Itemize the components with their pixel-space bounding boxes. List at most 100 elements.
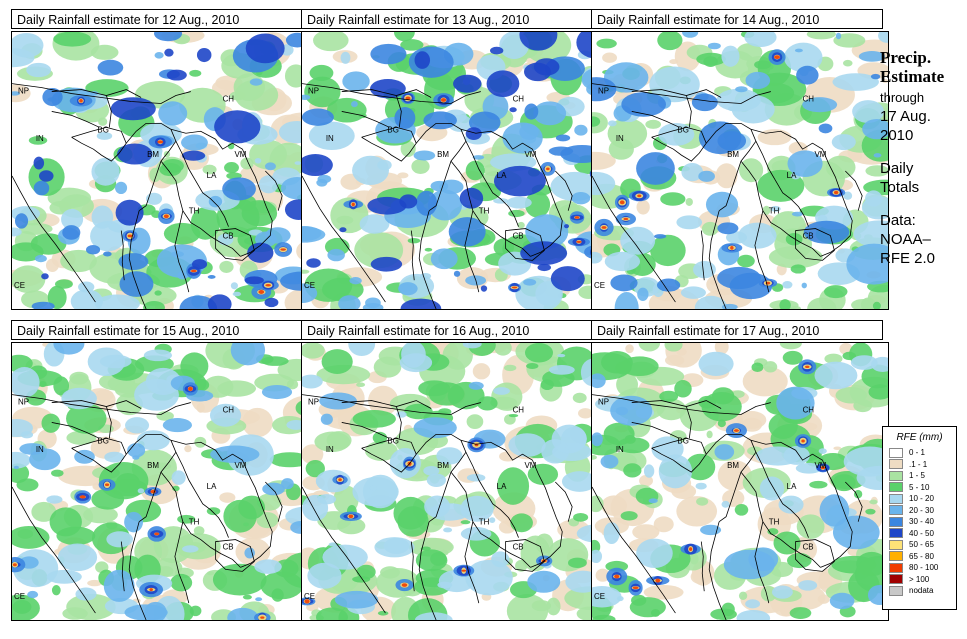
rain-cell — [494, 165, 546, 197]
border-line — [708, 521, 727, 620]
rain-cell — [706, 430, 713, 439]
rain-cell — [124, 604, 168, 620]
rain-cell — [79, 495, 86, 499]
country-label: BM — [727, 150, 739, 159]
rain-cell — [592, 171, 616, 196]
rain-cell — [636, 199, 650, 215]
rain-cell — [555, 134, 571, 142]
rain-cell — [798, 580, 818, 591]
rain-cell — [51, 469, 64, 477]
rain-cell — [377, 610, 389, 616]
country-label: BM — [727, 461, 739, 470]
rain-cell — [787, 150, 823, 177]
rain-cell — [832, 515, 880, 550]
border-line — [215, 228, 255, 261]
rain-cell — [614, 292, 639, 309]
rain-cell — [698, 170, 715, 182]
rain-cell — [809, 480, 828, 489]
rain-cell — [546, 167, 550, 171]
rain-cell — [308, 121, 355, 151]
rain-cell — [490, 46, 504, 55]
rain-cell — [217, 233, 234, 246]
rain-cell — [509, 107, 517, 113]
rain-cell — [244, 547, 255, 559]
legend-label: 0 - 1 — [909, 448, 926, 458]
rain-cell — [302, 94, 311, 101]
rain-cell — [624, 434, 636, 444]
border-line — [592, 486, 676, 614]
rain-cell — [33, 156, 45, 170]
border-line — [708, 210, 727, 309]
rain-cell — [359, 214, 390, 234]
border-line — [450, 160, 531, 257]
rainfall-panel-15aug: Daily Rainfall estimate for 15 Aug., 201… — [11, 320, 309, 621]
rain-cell — [53, 376, 70, 396]
rain-cell — [95, 389, 114, 401]
rainfall-map: NP CH IN BG BM VM LA TH CB CE — [591, 342, 889, 621]
rain-cell — [524, 191, 551, 218]
rain-cell — [242, 594, 252, 600]
rain-cell — [527, 463, 559, 485]
rain-cell — [843, 191, 853, 200]
rain-cell — [796, 65, 819, 85]
rain-cell — [523, 278, 537, 286]
rain-cell — [321, 349, 353, 374]
legend-swatch — [889, 459, 903, 470]
rain-cell — [150, 146, 163, 156]
rain-cell — [786, 552, 812, 569]
legend-title: RFE (mm) — [896, 432, 943, 443]
rain-cell — [468, 381, 484, 390]
border-line — [175, 141, 229, 227]
rain-cell — [254, 559, 282, 574]
rain-cell — [715, 163, 738, 189]
caption-date-1: 17 Aug. — [880, 108, 931, 125]
rain-cell — [546, 597, 561, 616]
rain-cell — [260, 571, 304, 600]
rain-cell — [685, 453, 716, 481]
country-label: LA — [207, 171, 217, 180]
rain-cell — [189, 605, 202, 617]
country-label: TH — [189, 207, 200, 216]
rain-cell — [744, 32, 777, 47]
border-line — [592, 394, 771, 415]
rain-cell — [420, 546, 431, 551]
legend-swatch — [889, 574, 903, 585]
rain-cell — [602, 52, 618, 63]
rain-cell — [833, 33, 866, 48]
rain-cell — [519, 32, 558, 51]
rainfall-panel-14aug: Daily Rainfall estimate for 14 Aug., 201… — [591, 9, 889, 310]
rain-cell — [349, 277, 362, 285]
rain-cell — [742, 366, 788, 397]
rain-cell — [328, 542, 338, 547]
rain-cell — [681, 162, 704, 182]
rain-cell — [605, 560, 629, 572]
rain-cell — [31, 301, 55, 309]
rain-cell — [854, 555, 888, 594]
rain-cell — [807, 297, 837, 309]
rain-cell — [46, 495, 63, 504]
rainfall-map: NP CH IN BG BM VM LA TH CB CE — [301, 31, 599, 310]
rain-cell — [327, 248, 345, 262]
rain-cell — [264, 162, 276, 171]
rain-cell — [655, 578, 661, 583]
legend-swatch — [889, 516, 903, 527]
rain-cell — [158, 566, 174, 577]
rain-cell — [832, 73, 879, 91]
rain-cell — [302, 444, 324, 465]
rain-cell — [734, 503, 749, 516]
rain-cell — [497, 467, 530, 505]
rain-cell — [637, 194, 642, 198]
rain-cell — [413, 417, 457, 439]
border-line — [740, 160, 821, 257]
rain-cell — [181, 134, 208, 151]
rain-cell — [374, 537, 415, 558]
rain-cell — [211, 79, 238, 96]
rain-cell — [723, 549, 775, 580]
border-line — [120, 541, 125, 592]
panel-title: Daily Rainfall estimate for 14 Aug., 201… — [591, 9, 883, 29]
rain-cell — [592, 77, 617, 102]
panel-title: Daily Rainfall estimate for 15 Aug., 201… — [11, 320, 303, 340]
rain-cell — [163, 222, 201, 245]
country-label: LA — [787, 171, 797, 180]
rain-cell — [322, 544, 368, 570]
